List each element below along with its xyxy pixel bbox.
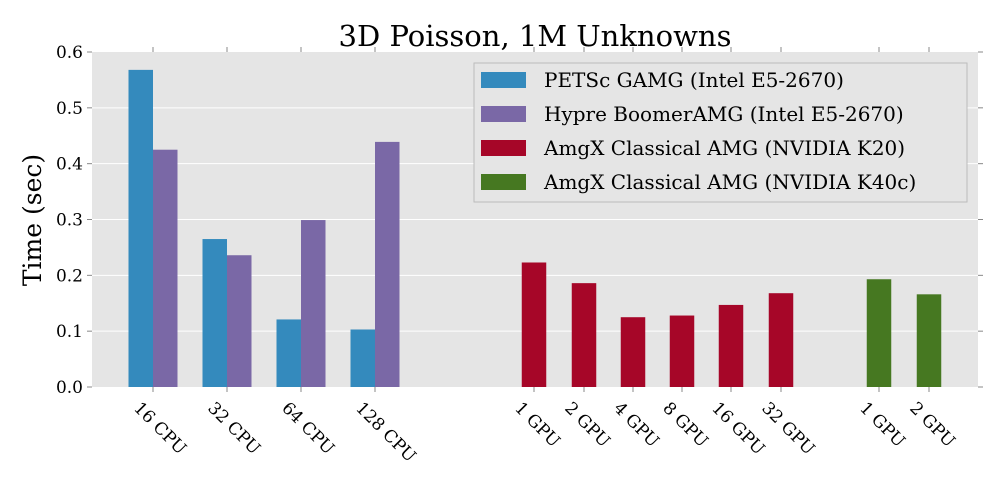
legend-swatch (481, 140, 526, 156)
bar-2-1 (153, 149, 178, 387)
legend-swatch (481, 174, 526, 190)
x-tick-label: 1 GPU (510, 398, 563, 451)
bar-2-3 (301, 220, 326, 387)
chart-title: 3D Poisson, 1M Unknowns (339, 19, 732, 53)
x-tick-label: 2 GPU (560, 398, 613, 451)
bar-3-9 (718, 304, 744, 387)
bar-1-2 (202, 239, 227, 387)
legend-box (473, 62, 968, 203)
bar-4-12 (916, 294, 942, 387)
bar-1-1 (128, 69, 153, 387)
x-tick-label: 2 GPU (905, 398, 958, 451)
bar-2-4 (375, 141, 400, 387)
x-tick-label: 4 GPU (609, 398, 662, 451)
y-tick-label: 0.3 (56, 211, 83, 231)
x-tick-label: 32 CPU (203, 398, 263, 458)
y-axis-ticks: 0.0 0.1 0.2 0.3 0.4 0.5 0.6 (56, 43, 983, 398)
x-tick-label: 16 CPU (129, 398, 189, 458)
bar-3-5 (521, 262, 547, 387)
x-tick-label: 128 CPU (351, 398, 419, 466)
x-tick-label: 1 GPU (855, 398, 908, 451)
y-tick-label: 0.4 (56, 155, 83, 175)
legend-label: AmgX Classical AMG (NVIDIA K40c) (543, 170, 916, 194)
bar-1-3 (276, 319, 301, 387)
bar-3-6 (571, 283, 597, 387)
x-tick-label: 32 GPU (757, 398, 818, 459)
x-tick-label: 8 GPU (658, 398, 711, 451)
x-tick-label: 16 GPU (707, 398, 768, 459)
legend: PETSc GAMG (Intel E5-2670) Hypre BoomerAM… (473, 62, 968, 203)
y-tick-label: 0.1 (56, 322, 83, 342)
legend-label: PETSc GAMG (Intel E5-2670) (544, 68, 844, 92)
legend-swatch (481, 72, 526, 88)
bar-3-8 (669, 315, 695, 387)
bar-3-7 (620, 317, 646, 387)
y-tick-label: 0.2 (56, 266, 83, 286)
x-tick-label: 64 CPU (277, 398, 337, 458)
y-tick-label: 0.5 (56, 99, 83, 119)
y-tick-label: 0.6 (56, 43, 83, 63)
bar-3-10 (768, 293, 794, 387)
y-tick-label: 0.0 (56, 378, 83, 398)
bar-2-2 (227, 255, 252, 387)
bar-4-11 (866, 279, 892, 387)
legend-label: AmgX Classical AMG (NVIDIA K20) (543, 136, 905, 160)
legend-label: Hypre BoomerAMG (Intel E5-2670) (544, 102, 904, 126)
legend-swatch (481, 106, 526, 122)
y-axis-label: Time (sec) (18, 154, 47, 286)
bar-1-4 (350, 329, 375, 387)
bars (128, 69, 942, 387)
